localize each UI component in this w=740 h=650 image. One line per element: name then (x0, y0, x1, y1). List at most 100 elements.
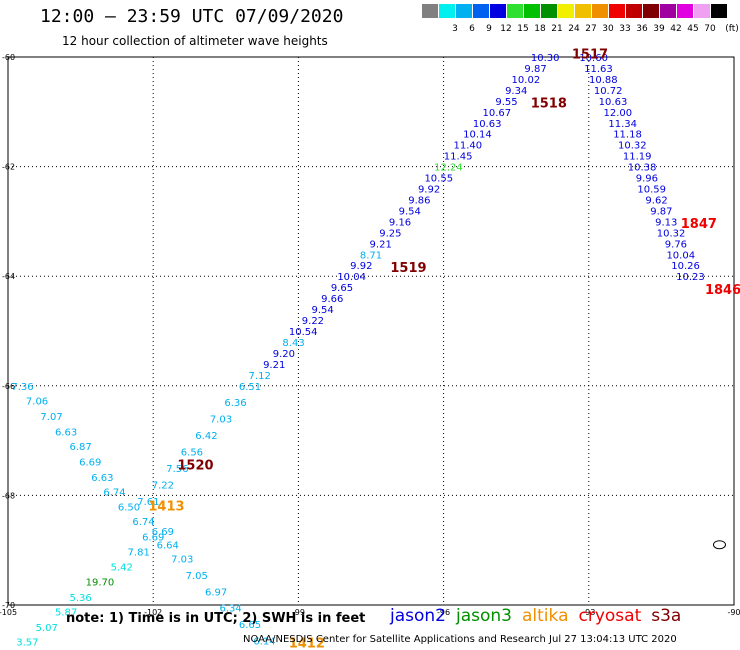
wave-height-point: 5.87 (55, 608, 77, 619)
legend-label: 42 (670, 24, 682, 34)
wave-height-point: 6.69 (142, 533, 164, 544)
wave-height-point: 7.56 (166, 464, 188, 475)
wave-height-point: 10.30 (531, 53, 560, 64)
wave-height-point: 6.34 (220, 604, 242, 615)
wave-height-point: 9.21 (370, 239, 392, 250)
legend-label: 15 (517, 24, 529, 34)
wave-height-point: 6.14 (253, 637, 275, 648)
orbit-number: 1847 (681, 217, 717, 232)
wave-height-point: 9.76 (665, 239, 687, 250)
legend-swatch (524, 4, 540, 18)
wave-height-point: 11.40 (453, 141, 482, 152)
satellite-name: jason3 (456, 606, 512, 626)
legend-swatch (677, 4, 693, 18)
credit-line: NOAA/NESDIS Center for Satellite Applica… (243, 634, 677, 645)
wave-height-point: 11.19 (623, 152, 652, 163)
wave-height-point: 8.71 (360, 250, 382, 261)
wave-height-point: 10.63 (473, 119, 502, 130)
wave-height-point: 6.51 (239, 382, 261, 393)
satellite-name: cryosat (578, 606, 642, 626)
wave-height-point: 8.43 (282, 338, 304, 349)
lon-tick-label: -105 (0, 608, 17, 617)
wave-height-point: 10.88 (589, 75, 618, 86)
legend-swatch (660, 4, 676, 18)
wave-height-point: 6.87 (69, 442, 91, 453)
legend-label: 70 (704, 24, 716, 34)
map-frame (7, 56, 735, 606)
wave-height-point: 10.32 (618, 141, 647, 152)
satellite-key: jason2 jason3 altika cryosat s3a (390, 606, 691, 626)
wave-height-point: 5.36 (69, 593, 91, 604)
wave-height-point: 9.87 (650, 206, 672, 217)
map-subtitle: 12 hour collection of altimeter wave hei… (62, 34, 328, 48)
wave-height-point: 10.04 (337, 272, 366, 283)
wave-height-point: 9.25 (379, 228, 401, 239)
wave-height-point: 11.45 (444, 152, 473, 163)
wave-height-point: 10.72 (594, 86, 623, 97)
satellite-name: jason2 (390, 606, 446, 626)
wave-height-point: 9.96 (636, 174, 658, 185)
legend-swatch (507, 4, 523, 18)
lat-tick-label: -60 (2, 53, 15, 62)
legend-swatch (711, 4, 727, 18)
lat-tick-label: -62 (2, 163, 15, 172)
wave-height-point: 5.07 (36, 623, 58, 634)
legend-label: 39 (653, 24, 665, 34)
legend-swatch (592, 4, 608, 18)
wave-height-point: 11.18 (613, 130, 642, 141)
wave-height-point: 10.26 (671, 261, 700, 272)
island-outline (712, 540, 726, 550)
orbit-number: 1520 (177, 458, 213, 473)
lat-tick-label: -70 (2, 601, 15, 610)
legend-label: 36 (636, 24, 648, 34)
wave-height-point: 11.63 (584, 64, 613, 75)
wave-height-point: 10.63 (599, 97, 628, 108)
wave-height-point: 5.42 (111, 563, 133, 574)
lat-tick-label: -68 (2, 491, 15, 500)
wave-height-point: 12.24 (434, 163, 463, 174)
legend-swatch (541, 4, 557, 18)
orbit-number: 1413 (148, 499, 184, 514)
lat-tick-label: -64 (2, 272, 15, 281)
wave-height-point: 10.32 (657, 228, 686, 239)
legend-label: 9 (486, 24, 492, 34)
legend-label: 6 (469, 24, 475, 34)
wave-height-point: 6.63 (91, 473, 113, 484)
legend-swatch (575, 4, 591, 18)
legend-swatch (439, 4, 455, 18)
legend-swatch (490, 4, 506, 18)
wave-height-point: 6.36 (224, 398, 246, 409)
legend-swatch (609, 4, 625, 18)
legend-swatch (422, 4, 438, 18)
legend-unit: (ft) (725, 24, 739, 34)
satellite-name: s3a (651, 606, 682, 626)
wave-height-point: 9.87 (524, 64, 546, 75)
wave-height-point: 9.92 (418, 185, 440, 196)
legend-label: 33 (619, 24, 631, 34)
legend-label: 24 (568, 24, 580, 34)
wave-height-point: 7.05 (186, 571, 208, 582)
wave-height-point: 6.74 (103, 488, 125, 499)
legend-swatch (558, 4, 574, 18)
wave-height-point: 7.03 (171, 554, 193, 565)
legend-label: 21 (551, 24, 563, 34)
legend-swatch (626, 4, 642, 18)
footnote: note: 1) Time is in UTC; 2) SWH is in fe… (66, 611, 366, 626)
wave-height-point: 10.59 (637, 185, 666, 196)
wave-height-point: 10.67 (483, 108, 512, 119)
legend-label: 27 (585, 24, 597, 34)
wave-height-point: 9.22 (302, 316, 324, 327)
wave-height-point: 19.70 (86, 577, 115, 588)
lon-tick-label: -90 (727, 608, 740, 617)
wave-height-point: 7.06 (26, 397, 48, 408)
wave-height-point: 6.50 (118, 502, 140, 513)
wave-height-point: 7.81 (128, 547, 150, 558)
wave-height-point: 9.20 (273, 349, 295, 360)
lon-tick-label: -99 (292, 608, 305, 617)
wave-height-point: 6.64 (157, 541, 179, 552)
wave-height-point: 9.65 (331, 283, 353, 294)
wave-height-point: 6.69 (152, 527, 174, 538)
wave-height-point: 12.00 (604, 108, 633, 119)
orbit-number: 1846 (705, 283, 740, 298)
